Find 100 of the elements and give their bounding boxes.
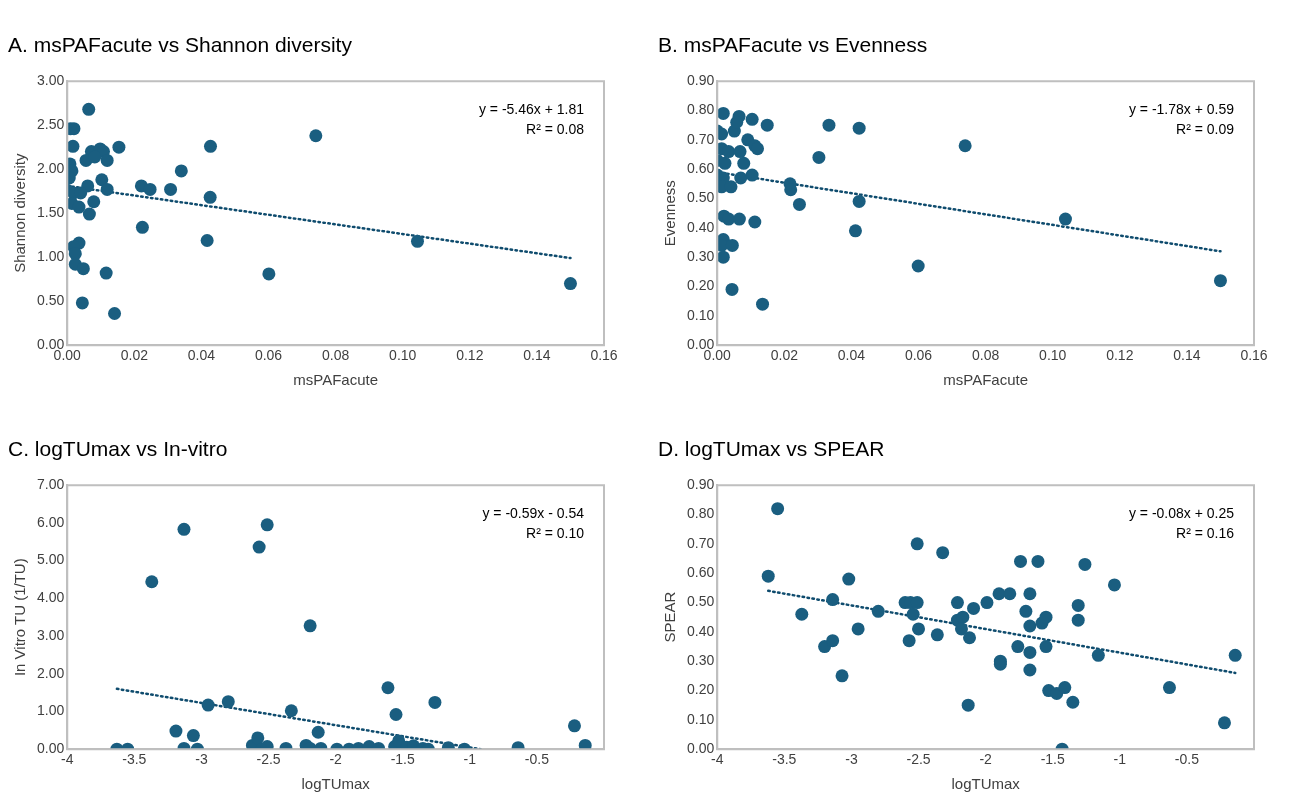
y-tick-label: 2.00 <box>37 664 65 681</box>
point <box>936 546 950 560</box>
point <box>745 168 759 182</box>
point <box>795 607 809 621</box>
y-axis-title: SPEAR <box>661 591 679 643</box>
point <box>1213 274 1227 288</box>
point <box>135 220 149 234</box>
x-tick-label: 0.16 <box>590 347 618 364</box>
y-tick-label: 0.50 <box>687 593 715 610</box>
point <box>722 212 736 226</box>
point <box>1071 613 1085 627</box>
point <box>1039 610 1053 624</box>
point <box>1058 681 1072 695</box>
y-tick-label: 0.30 <box>687 652 715 669</box>
point <box>1107 578 1121 592</box>
point <box>1019 604 1033 618</box>
x-tick-label: 0.04 <box>837 347 866 364</box>
point <box>99 266 113 280</box>
point <box>143 182 157 196</box>
y-tick-label: 0.40 <box>687 622 715 639</box>
point <box>911 259 925 273</box>
y-tick-label: 0.80 <box>687 505 715 522</box>
point <box>68 247 82 261</box>
annotation: y = -0.59x - 0.54 <box>482 505 585 522</box>
point <box>1023 619 1037 633</box>
point <box>760 118 774 132</box>
point <box>578 738 592 750</box>
point <box>954 622 968 636</box>
point <box>1071 598 1085 612</box>
point <box>871 604 885 618</box>
point <box>1066 695 1080 709</box>
point <box>389 708 403 721</box>
y-tick-label: 0.50 <box>37 292 65 309</box>
y-tick-label: 2.50 <box>37 116 65 133</box>
y-tick-label: 3.00 <box>37 626 65 643</box>
point <box>100 153 114 167</box>
point <box>771 502 785 516</box>
x-tick-label: 0.04 <box>187 347 216 364</box>
x-tick-label: -0.5 <box>524 751 550 768</box>
x-tick-label: 0.06 <box>904 347 933 364</box>
x-tick-label: 0.12 <box>1106 347 1134 364</box>
point <box>725 238 739 252</box>
point <box>1014 554 1028 568</box>
y-tick-label: 0.20 <box>687 681 715 698</box>
point <box>980 596 994 610</box>
y-tick-label: 0.70 <box>687 130 715 147</box>
y-tick-label: 1.00 <box>37 248 65 265</box>
x-axis-title: logTUmax <box>951 775 1021 793</box>
point <box>563 277 577 291</box>
y-tick-label: 0.90 <box>687 476 715 493</box>
point <box>1078 557 1092 571</box>
point <box>1058 212 1072 226</box>
point <box>1162 681 1176 695</box>
y-tick-label: 7.00 <box>37 476 65 493</box>
point <box>260 518 274 532</box>
point <box>428 695 442 709</box>
point <box>842 572 856 586</box>
point <box>251 731 265 745</box>
point <box>76 262 90 276</box>
point <box>200 233 214 247</box>
point <box>164 182 178 196</box>
annotation: R² = 0.10 <box>526 525 585 542</box>
point <box>1091 648 1105 662</box>
y-tick-label: 5.00 <box>37 551 65 568</box>
x-tick-label: 0.14 <box>523 347 551 364</box>
x-tick-label: -2.5 <box>906 751 931 768</box>
x-tick-label: -1.5 <box>390 751 415 768</box>
point <box>95 173 109 187</box>
x-tick-label: 0.08 <box>322 347 350 364</box>
annotation: R² = 0.09 <box>1176 121 1235 138</box>
point <box>75 296 89 310</box>
point <box>852 121 866 135</box>
x-tick-label: -1.5 <box>1040 751 1065 768</box>
point <box>67 139 80 153</box>
point <box>221 695 235 709</box>
point <box>717 106 730 120</box>
point <box>734 171 748 185</box>
y-tick-label: 0.10 <box>687 710 715 727</box>
point <box>963 631 977 645</box>
x-tick-label: 0.12 <box>456 347 484 364</box>
x-tick-label: 0.02 <box>770 347 799 364</box>
point <box>1011 640 1025 654</box>
point <box>203 190 217 204</box>
y-tick-label: 0.30 <box>687 248 715 265</box>
point <box>852 194 866 208</box>
x-tick-label: -2 <box>979 751 993 768</box>
x-tick-label: -1 <box>463 751 477 768</box>
point <box>732 212 746 226</box>
x-tick-label: 0.10 <box>389 347 417 364</box>
x-axis-title: msPAFacute <box>293 371 378 389</box>
y-tick-label: 0.80 <box>687 101 715 118</box>
x-tick-label: -3.5 <box>772 751 797 768</box>
point <box>722 145 736 159</box>
y-axis-title: Shannon diversity <box>11 153 29 273</box>
y-axis-title: Evenness <box>661 180 679 247</box>
y-tick-label: 0.00 <box>37 740 65 757</box>
point <box>1031 554 1045 568</box>
point <box>961 698 975 712</box>
chart-title: A. msPAFacute vs Shannon diversity <box>8 33 353 57</box>
point <box>82 207 96 221</box>
